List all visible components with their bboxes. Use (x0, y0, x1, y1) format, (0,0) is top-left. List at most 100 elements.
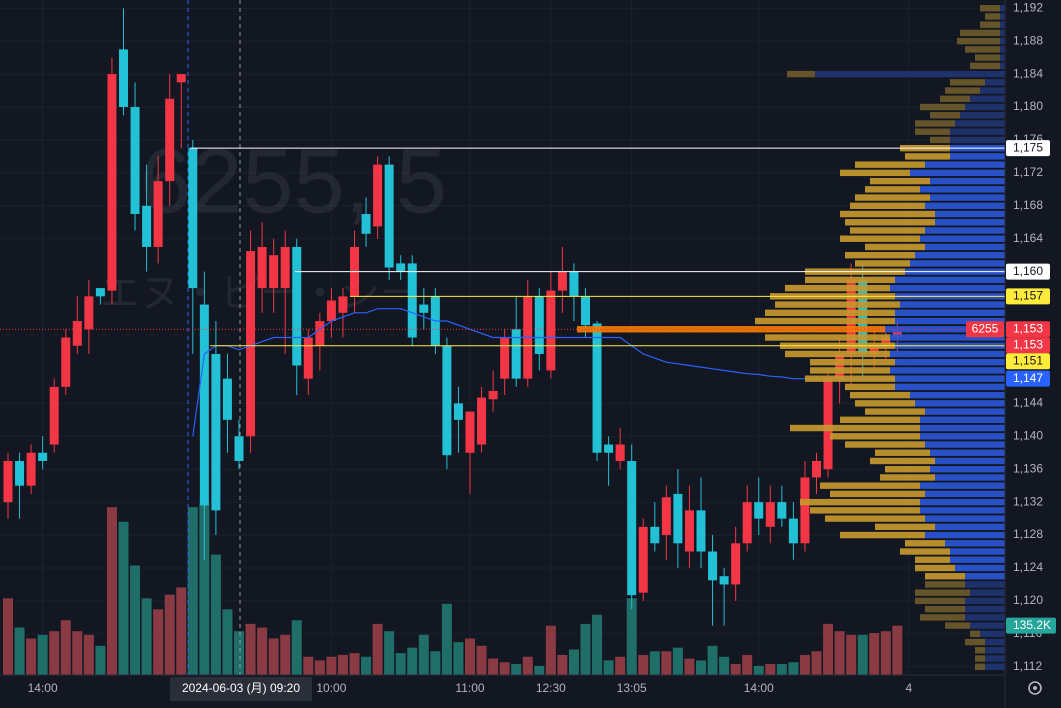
profile-up (830, 490, 925, 498)
candle-body (812, 460, 821, 478)
profile-up (970, 62, 1000, 70)
volume-bar (488, 658, 499, 675)
candle-body (708, 551, 718, 581)
volume-bar (141, 598, 152, 675)
volume-bar (26, 638, 37, 675)
profile-down (910, 169, 1005, 177)
profile-down (920, 433, 1005, 440)
candle-body (638, 526, 648, 593)
volume-bar (592, 614, 603, 675)
volume-bar (176, 587, 187, 675)
candle-body (234, 436, 244, 461)
profile-down (925, 408, 1005, 415)
x-tick-label: 10:00 (316, 681, 346, 695)
profile-up (870, 177, 930, 185)
price-label: 1,153 (1013, 337, 1043, 351)
price-label: 1,157 (1013, 289, 1043, 303)
profile-up (915, 120, 955, 127)
candle-body (361, 214, 371, 234)
profile-up (965, 46, 1000, 53)
profile-up (765, 334, 890, 341)
profile-up (577, 326, 885, 333)
candle-body (407, 263, 417, 338)
profile-down (925, 202, 1005, 209)
candle-body (696, 510, 706, 552)
volume-bar (799, 654, 810, 675)
profile-down (925, 161, 1005, 168)
volume-bar (418, 634, 429, 675)
profile-up (830, 433, 920, 440)
profile-up (960, 29, 1000, 37)
candle-body (188, 148, 198, 289)
profile-up (957, 37, 1000, 45)
profile-up (920, 103, 965, 111)
volume-bar (95, 645, 106, 675)
candle-body (569, 271, 579, 297)
profile-down (925, 490, 1005, 498)
volume-bar (765, 664, 776, 675)
candle-body (731, 543, 741, 585)
volume-bar (776, 664, 787, 675)
candle-body (338, 296, 348, 313)
price-label-box (1006, 370, 1050, 387)
profile-down (970, 589, 1005, 596)
profile-up (975, 54, 1000, 61)
price-label-box (1006, 263, 1050, 280)
candle-body (165, 98, 175, 182)
x-tick-label: 4 (906, 681, 913, 695)
candle-body (846, 279, 856, 354)
x-tick-label: 12:30 (536, 681, 566, 695)
volume-bar (823, 623, 834, 675)
crosshair-label: 2024-06-03 (月) 09:20 (182, 681, 300, 695)
profile-up (850, 391, 910, 399)
profile-up (785, 350, 890, 358)
profile-up (925, 605, 965, 613)
volume-bar (430, 651, 441, 675)
volume-bar (788, 662, 799, 675)
volume-bar (811, 651, 822, 675)
profile-down (950, 128, 1005, 135)
candle-body (627, 460, 637, 596)
candle-body (661, 497, 671, 536)
volume-bar (834, 631, 845, 675)
profile-up (855, 161, 925, 168)
profile-up (950, 79, 985, 86)
y-tick-label: 1,172 (1013, 165, 1043, 179)
y-tick-label: 1,184 (1013, 66, 1043, 80)
volume-bar (730, 664, 741, 675)
price-label-box (1006, 321, 1050, 338)
candle-body (176, 74, 186, 83)
candle-body (673, 493, 683, 544)
profile-down (1000, 46, 1005, 53)
candle-body (61, 337, 71, 387)
candle-body (788, 518, 798, 544)
price-label-box (1006, 140, 1050, 157)
crosshair-label-box (170, 677, 312, 701)
profile-down (970, 95, 1005, 102)
settings-button[interactable] (1028, 681, 1042, 695)
profile-down (1000, 37, 1005, 45)
profile-down (895, 317, 1005, 325)
profile-down (965, 614, 1005, 621)
candle-body (119, 49, 128, 108)
settings-icon[interactable] (1028, 681, 1042, 695)
candle-body (280, 246, 290, 289)
volume-bar (511, 664, 522, 675)
price-label-box (1006, 353, 1050, 370)
volume-bar (106, 507, 117, 675)
profile-up (975, 647, 985, 654)
profile-up (840, 169, 910, 177)
watermark-title: 6255, 5 (140, 130, 447, 232)
candle-body (858, 279, 868, 354)
settings-icon-center[interactable] (1033, 686, 1037, 690)
profile-up (945, 87, 980, 94)
volume-bar (534, 665, 545, 675)
profile-down (890, 367, 1005, 374)
candle-body (500, 337, 510, 379)
profile-up (945, 622, 970, 629)
volume-bar (395, 653, 406, 675)
profile-up (865, 186, 920, 193)
profile-up (755, 317, 895, 325)
candle-body (130, 107, 140, 215)
profile-down (1000, 21, 1005, 28)
